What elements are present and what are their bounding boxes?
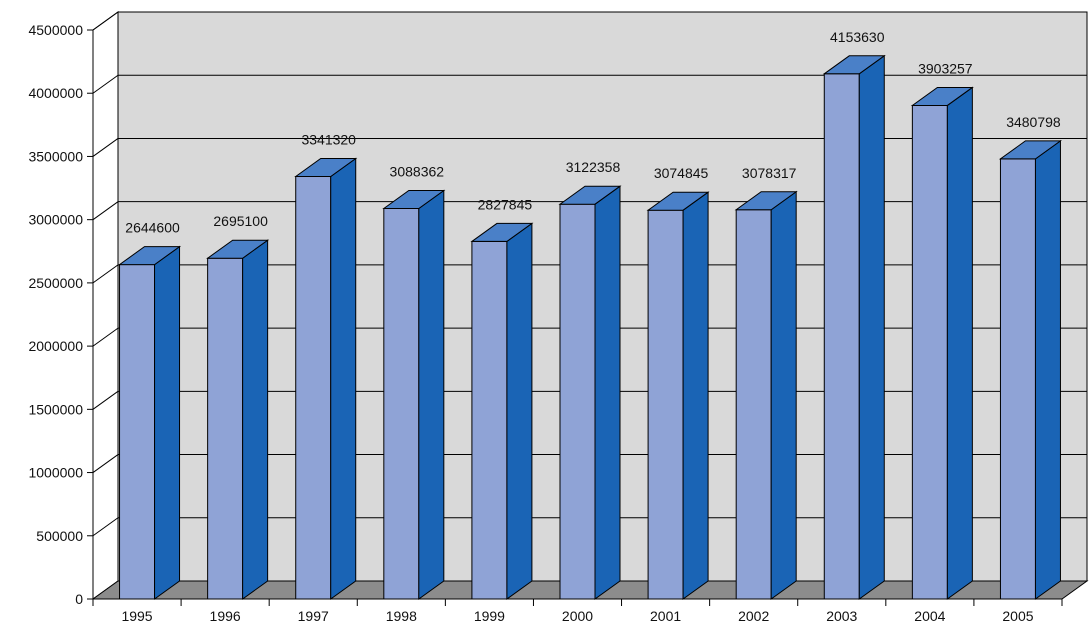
bar-top xyxy=(910,86,974,106)
x-tick-label: 2003 xyxy=(826,608,857,624)
y-tick-label: 4500000 xyxy=(28,22,83,38)
bar xyxy=(382,189,446,600)
y-axis: 0 500000 1000000 1500000 2000000 2500000 30000… xyxy=(28,22,94,607)
x-tick-label: 1998 xyxy=(386,608,417,624)
x-tick-label: 2004 xyxy=(914,608,945,624)
bar-top xyxy=(822,55,886,75)
gridline-side xyxy=(92,517,119,537)
bar-side xyxy=(242,239,269,600)
bar xyxy=(734,190,798,600)
bar-front xyxy=(471,240,508,600)
data-label: 2695100 xyxy=(213,213,268,229)
x-tick-label: 2001 xyxy=(650,608,681,624)
bar xyxy=(294,157,358,600)
bar-top xyxy=(117,246,182,266)
bar-front xyxy=(559,203,596,600)
data-labels: 2644600 2695100 3341320 3088362 2827845 31223… xyxy=(125,29,1061,236)
bar-side xyxy=(594,185,621,600)
y-tick-label: 2000000 xyxy=(28,338,83,354)
gridline-side xyxy=(92,454,119,473)
bar-top xyxy=(382,189,446,209)
bar-front xyxy=(207,257,244,600)
gridline-side xyxy=(92,327,119,347)
y-tick-label: 3500000 xyxy=(28,148,83,164)
bar-front xyxy=(647,209,684,600)
gridline-side xyxy=(92,138,119,157)
y-tick-label: 0 xyxy=(75,591,83,607)
data-label: 4153630 xyxy=(830,29,885,45)
bar-top xyxy=(558,185,622,205)
bar-front xyxy=(999,158,1036,600)
bars xyxy=(117,54,1063,600)
bar xyxy=(558,185,622,600)
data-label: 3074845 xyxy=(654,165,709,181)
y-tick-label: 1500000 xyxy=(28,401,83,417)
x-tick-label: 1996 xyxy=(210,608,241,624)
bar-top xyxy=(734,191,798,211)
x-axis: 1995 1996 1997 1998 1999 2000 2001 2002 2003 2004… xyxy=(92,598,1063,624)
y-tick-label: 500000 xyxy=(36,528,83,544)
data-label: 3088362 xyxy=(390,163,445,179)
bar-side xyxy=(1034,139,1061,600)
bar xyxy=(470,222,534,600)
bar xyxy=(822,54,886,600)
bar xyxy=(998,139,1063,600)
y-tick-label: 2500000 xyxy=(28,275,83,291)
y-tick-label: 3000000 xyxy=(28,212,83,228)
bar xyxy=(206,239,270,600)
data-label: 2827845 xyxy=(478,196,533,212)
data-label: 3341320 xyxy=(301,132,356,148)
bar-front xyxy=(119,264,156,600)
bar-top xyxy=(470,222,534,242)
bar-front xyxy=(295,176,332,600)
data-label: 3903257 xyxy=(918,60,973,76)
data-label: 2644600 xyxy=(125,220,180,236)
gridline-side xyxy=(92,201,119,221)
x-tick-label: 2000 xyxy=(562,608,593,624)
bar-side xyxy=(418,189,445,600)
x-tick-label: 2005 xyxy=(1002,608,1033,624)
side-wall xyxy=(92,11,119,600)
bar-front xyxy=(911,104,948,600)
bar-top xyxy=(646,191,710,211)
gridline-side xyxy=(92,390,119,410)
bar-side xyxy=(330,157,357,600)
bar-top xyxy=(206,239,270,259)
data-label: 3078317 xyxy=(742,165,797,181)
bar-side xyxy=(858,54,885,600)
bar-front xyxy=(383,207,420,600)
x-tick-label: 1997 xyxy=(298,608,329,624)
y-tick-label: 4000000 xyxy=(28,85,83,101)
bar xyxy=(910,86,974,600)
x-tick-label: 1999 xyxy=(474,608,505,624)
gridline-side xyxy=(92,264,119,284)
data-label: 3480798 xyxy=(1006,114,1061,130)
data-label: 3122358 xyxy=(566,159,621,175)
gridline-side xyxy=(92,11,119,31)
bar-side xyxy=(770,190,797,600)
y-tick-label: 1000000 xyxy=(28,465,83,481)
bar-side xyxy=(946,86,973,600)
x-tick-label: 2002 xyxy=(738,608,769,624)
bar xyxy=(646,191,710,600)
bar-side xyxy=(154,245,181,600)
bar-side xyxy=(682,191,709,600)
bar-top xyxy=(998,140,1063,160)
bar-front xyxy=(735,209,772,600)
gridline-side xyxy=(92,74,119,94)
bar-side xyxy=(506,222,533,600)
bar xyxy=(117,245,182,600)
bar-front xyxy=(823,73,860,600)
x-tick-label: 1995 xyxy=(121,608,152,624)
bar-top xyxy=(294,158,358,178)
